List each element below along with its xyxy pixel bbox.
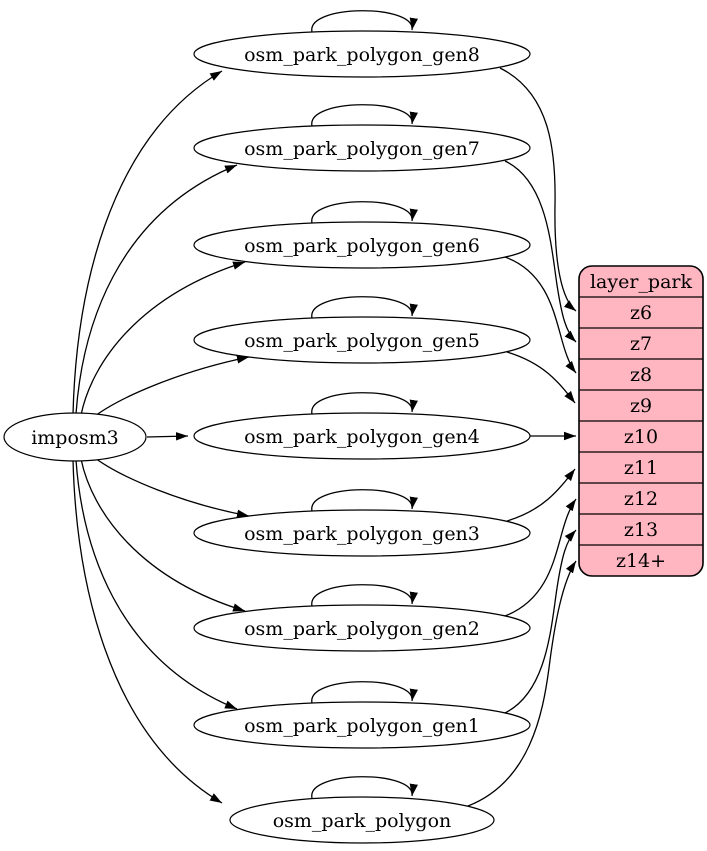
gen7-label: osm_park_polygon_gen7 xyxy=(244,138,480,160)
self-loop-gen1 xyxy=(311,681,418,704)
self-loop-gen8 xyxy=(311,10,418,33)
node-osm-park-polygon-gen7: osm_park_polygon_gen7 xyxy=(193,124,531,172)
edge-gen7-z7 xyxy=(504,160,577,343)
edge-imposm3-gen2 xyxy=(80,458,246,612)
edge-imposm3-gen8 xyxy=(72,70,223,415)
polygon-ellipse xyxy=(229,796,495,844)
self-loop-polygon xyxy=(311,776,418,799)
row-z12: z12 xyxy=(624,488,658,510)
gen4-label: osm_park_polygon_gen4 xyxy=(244,426,480,448)
self-loop-gen4 xyxy=(311,392,418,415)
node-osm-park-polygon-gen5: osm_park_polygon_gen5 xyxy=(193,316,531,364)
row-z7: z7 xyxy=(630,333,652,355)
node-osm-park-polygon-gen3: osm_park_polygon_gen3 xyxy=(193,509,531,557)
gen5-ellipse xyxy=(193,316,531,364)
gen6-ellipse xyxy=(193,221,531,269)
edge-imposm3-gen6 xyxy=(80,261,246,416)
node-osm-park-polygon: osm_park_polygon xyxy=(229,796,495,844)
edge-gen3-z11 xyxy=(506,468,576,522)
layer-park-title: layer_park xyxy=(590,271,693,293)
imposm3-ellipse xyxy=(3,412,147,462)
gen1-ellipse xyxy=(193,701,531,749)
self-loop-gen2 xyxy=(311,584,418,607)
edge-imposm3-polygon xyxy=(72,459,223,804)
self-loop-gen5 xyxy=(311,296,418,319)
gen7-ellipse xyxy=(193,124,531,172)
gen5-label: osm_park_polygon_gen5 xyxy=(244,330,480,352)
row-z11: z11 xyxy=(624,457,658,479)
edge-layer xyxy=(72,10,577,807)
node-imposm3: imposm3 xyxy=(3,412,147,462)
row-z14plus: z14+ xyxy=(616,550,666,572)
gen8-ellipse xyxy=(193,30,531,78)
edge-imposm3-gen4 xyxy=(146,432,189,441)
edge-imposm3-gen5 xyxy=(90,355,250,420)
edge-polygon-z14plus xyxy=(467,560,577,807)
self-loop-gen3 xyxy=(311,489,418,512)
gen3-label: osm_park_polygon_gen3 xyxy=(244,523,480,545)
edge-imposm3-gen3 xyxy=(90,454,250,518)
gen4-ellipse xyxy=(193,412,531,460)
node-osm-park-polygon-gen4: osm_park_polygon_gen4 xyxy=(193,412,531,460)
node-osm-park-polygon-gen6: osm_park_polygon_gen6 xyxy=(193,221,531,269)
edge-gen6-z8 xyxy=(504,256,577,374)
row-z8: z8 xyxy=(630,364,652,386)
row-z9: z9 xyxy=(630,395,652,417)
gen3-ellipse xyxy=(193,509,531,557)
row-z10: z10 xyxy=(624,426,658,448)
self-loop-gen7 xyxy=(311,104,418,127)
edge-imposm3-gen7 xyxy=(75,164,238,415)
gen2-label: osm_park_polygon_gen2 xyxy=(244,618,480,640)
node-osm-park-polygon-gen2: osm_park_polygon_gen2 xyxy=(193,604,531,652)
polygon-label: osm_park_polygon xyxy=(273,810,452,832)
row-z13: z13 xyxy=(624,519,658,541)
edge-gen8-z6 xyxy=(499,67,577,312)
node-osm-park-polygon-gen8: osm_park_polygon_gen8 xyxy=(193,30,531,78)
imposm3-label: imposm3 xyxy=(31,427,119,449)
gen6-label: osm_park_polygon_gen6 xyxy=(244,235,480,257)
node-layer: imposm3 osm_park_polygon_gen8 osm_park_p… xyxy=(3,30,531,844)
gen8-label: osm_park_polygon_gen8 xyxy=(244,44,480,66)
row-z6: z6 xyxy=(630,302,652,324)
self-loop-gen6 xyxy=(311,201,418,224)
edge-gen1-z13 xyxy=(504,529,577,714)
edge-gen5-z9 xyxy=(506,351,576,404)
node-osm-park-polygon-gen1: osm_park_polygon_gen1 xyxy=(193,701,531,749)
edge-gen2-z12 xyxy=(504,498,577,617)
node-layer-park: layer_park z6 z7 z8 z9 z10 z11 z12 z13 z… xyxy=(578,265,704,577)
edge-imposm3-gen1 xyxy=(75,459,238,710)
gen1-label: osm_park_polygon_gen1 xyxy=(244,715,480,737)
gen2-ellipse xyxy=(193,604,531,652)
